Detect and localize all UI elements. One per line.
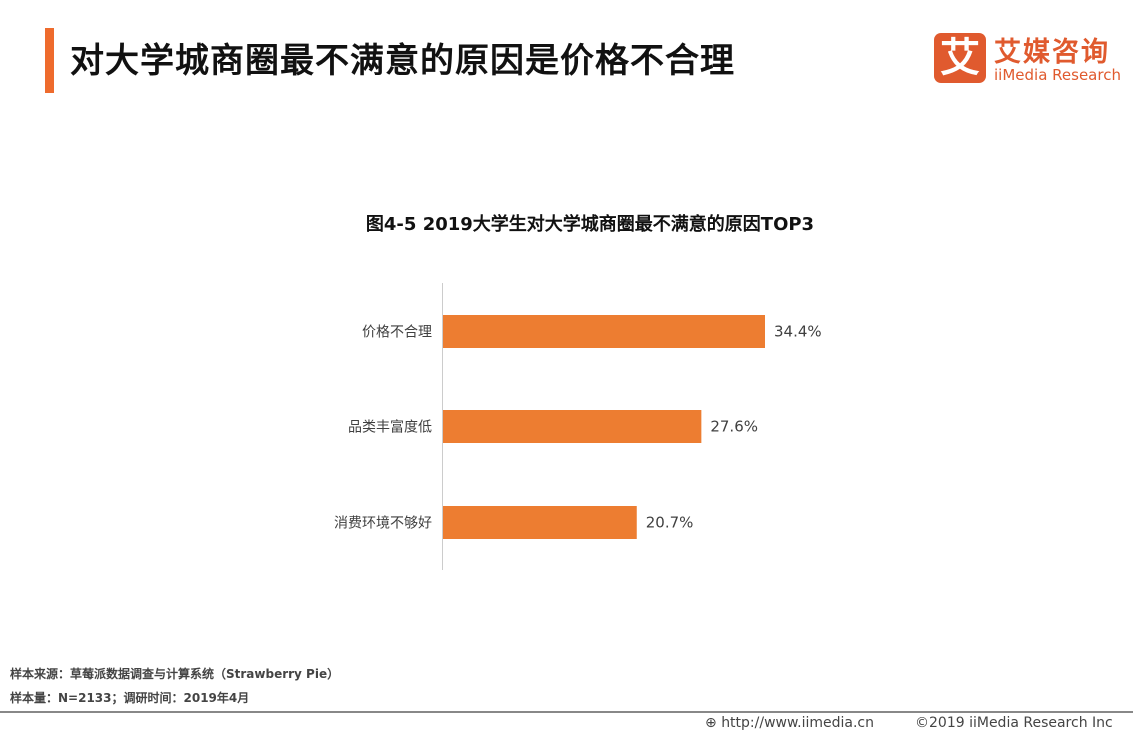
footer-url[interactable]: ⊕ http://www.iimedia.cn [705,715,874,731]
globe-icon: ⊕ [705,715,717,731]
data-label: 20.7% [646,514,694,532]
data-label: 27.6% [710,418,758,436]
logo-icon: 艾 [934,33,986,83]
page-title: 对大学城商圈最不满意的原因是价格不合理 [70,41,735,81]
category-label: 消费环境不够好 [334,516,432,532]
copyright: ©2019 iiMedia Research Inc [915,715,1113,731]
chart-title: 图4-5 2019大学生对大学城商圈最不满意的原因TOP3 [365,214,815,235]
brand-name-en: iiMedia Research [994,66,1121,84]
bar [443,410,702,443]
brand-name-cn: 艾媒咨询 [994,37,1110,68]
category-label: 价格不合理 [362,325,432,341]
category-label: 品类丰富度低 [348,419,432,436]
title-accent-bar [45,28,54,93]
bar [443,506,637,539]
source-note: 样本来源：草莓派数据调查与计算系统（Strawberry Pie） [10,667,340,681]
url-text: http://www.iimedia.cn [721,715,874,731]
footer-divider [0,711,1133,713]
data-label: 34.4% [774,323,822,341]
sample-note: 样本量：N=2133；调研时间：2019年4月 [10,691,250,705]
bar [443,315,765,348]
